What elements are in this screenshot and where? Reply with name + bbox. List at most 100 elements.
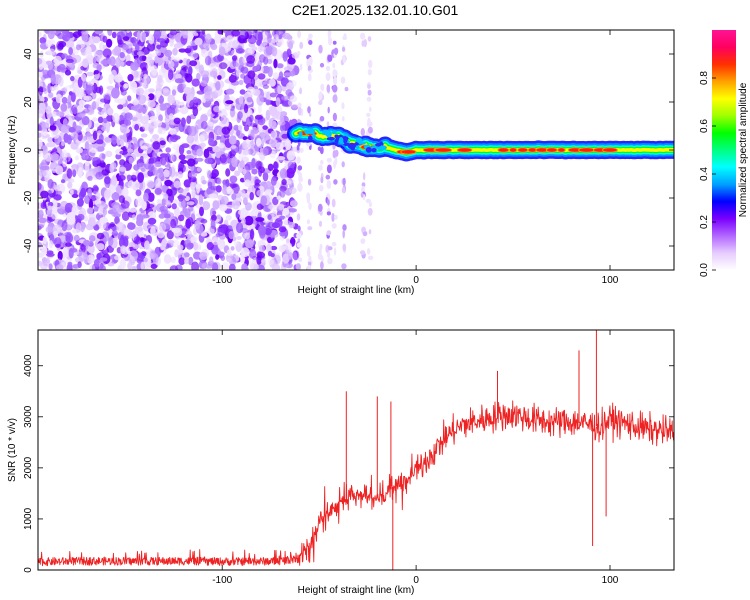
scatter-speckle: [297, 102, 302, 109]
noise-speckle: [80, 73, 87, 82]
noise-speckle: [171, 203, 177, 210]
noise-speckle: [262, 125, 268, 130]
noise-speckle: [288, 208, 297, 213]
noise-speckle: [201, 30, 206, 35]
noise-speckle: [98, 219, 107, 230]
noise-speckle: [85, 161, 90, 167]
noise-speckle: [213, 55, 223, 63]
noise-speckle: [65, 40, 75, 48]
noise-speckle: [105, 122, 110, 133]
noise-speckle: [184, 257, 189, 265]
noise-speckle: [38, 81, 43, 88]
noise-speckle: [149, 249, 156, 260]
noise-speckle: [38, 31, 42, 38]
signal-hotspot: [509, 148, 517, 152]
noise-speckle: [155, 82, 162, 94]
scatter-speckle: [368, 121, 373, 126]
noise-speckle: [135, 189, 142, 197]
noise-speckle: [58, 63, 66, 71]
scatter-speckle: [327, 106, 330, 114]
noise-speckle: [60, 179, 66, 184]
noise-speckle: [137, 172, 145, 183]
x-tick-label: 0: [413, 275, 419, 286]
noise-speckle: [133, 70, 139, 79]
noise-speckle: [256, 95, 264, 106]
noise-speckle: [111, 135, 118, 145]
noise-speckle: [282, 253, 290, 264]
noise-speckle: [188, 172, 198, 178]
noise-speckle: [173, 227, 183, 237]
scatter-speckle: [298, 257, 303, 263]
scatter-speckle: [342, 35, 348, 41]
noise-speckle: [96, 232, 105, 240]
noise-speckle: [285, 140, 292, 151]
scatter-speckle: [326, 230, 332, 236]
noise-speckle: [209, 256, 214, 264]
noise-speckle: [138, 180, 144, 190]
noise-speckle: [60, 103, 68, 112]
noise-speckle: [259, 245, 265, 253]
noise-speckle: [148, 163, 155, 173]
noise-speckle: [282, 32, 291, 40]
noise-speckle: [172, 47, 178, 56]
noise-speckle: [178, 214, 185, 222]
scatter-speckle: [320, 176, 324, 184]
noise-speckle: [244, 232, 250, 240]
scatter-speckle: [333, 47, 339, 55]
signal-hotspot: [401, 150, 416, 154]
noise-speckle: [200, 70, 210, 78]
noise-speckle: [178, 257, 186, 266]
noise-speckle: [292, 250, 300, 261]
noise-speckle: [157, 127, 167, 135]
noise-speckle: [150, 226, 156, 236]
noise-speckle: [127, 148, 134, 153]
signal-fuzz: [325, 130, 332, 138]
scatter-speckle: [341, 186, 346, 194]
noise-speckle: [38, 86, 43, 96]
snr-background: [38, 330, 674, 570]
noise-speckle: [231, 193, 237, 201]
scatter-speckle: [296, 232, 302, 239]
noise-speckle: [173, 57, 181, 62]
noise-speckle: [120, 139, 125, 148]
noise-speckle: [238, 209, 245, 216]
noise-speckle: [158, 213, 165, 219]
noise-speckle: [96, 243, 105, 251]
noise-speckle: [236, 222, 244, 234]
noise-speckle: [235, 130, 241, 137]
noise-speckle: [148, 93, 155, 101]
noise-speckle: [276, 63, 284, 69]
noise-speckle: [123, 83, 129, 89]
noise-speckle: [77, 167, 83, 178]
scatter-speckle: [342, 224, 347, 231]
signal-fuzz: [304, 129, 311, 135]
noise-speckle: [73, 189, 78, 195]
noise-speckle: [50, 74, 56, 85]
noise-speckle: [72, 263, 81, 269]
noise-speckle: [199, 206, 204, 217]
signal-hotspot: [518, 148, 528, 152]
noise-speckle: [88, 35, 96, 45]
snr-marks: [38, 330, 674, 570]
noise-speckle: [267, 163, 274, 171]
noise-speckle: [173, 180, 182, 189]
noise-speckle: [83, 239, 91, 246]
noise-speckle: [231, 199, 241, 210]
spectrogram-marks: [38, 30, 674, 270]
noise-speckle: [273, 254, 281, 265]
noise-speckle: [241, 263, 248, 270]
noise-speckle: [83, 216, 89, 222]
y-tick-label: 2000: [23, 456, 34, 479]
scatter-speckle: [320, 261, 324, 270]
noise-speckle: [273, 161, 278, 171]
noise-speckle: [91, 117, 98, 122]
y-tick-label: 20: [23, 96, 34, 108]
scatter-speckle: [318, 44, 323, 54]
scatter-speckle: [368, 229, 372, 235]
noise-speckle: [122, 44, 129, 51]
noise-speckle: [158, 114, 163, 122]
noise-speckle: [38, 170, 47, 177]
signal-fuzz: [375, 143, 382, 147]
scatter-speckle: [319, 115, 325, 122]
noise-speckle: [121, 211, 130, 221]
